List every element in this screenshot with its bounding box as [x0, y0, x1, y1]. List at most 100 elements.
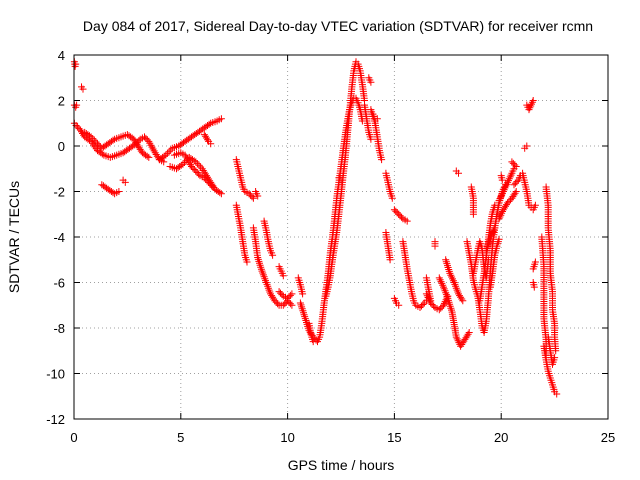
data-point [272, 298, 280, 306]
data-point [502, 182, 510, 190]
data-point [446, 269, 454, 277]
data-point [143, 152, 151, 160]
data-point [506, 173, 514, 181]
data-point [511, 161, 519, 169]
data-point [189, 164, 197, 172]
data-point [217, 190, 225, 198]
data-point [279, 272, 287, 280]
y-axis-label: SDTVAR / TECUs [6, 181, 22, 293]
data-point [248, 193, 256, 201]
data-point [453, 335, 461, 343]
data-point [179, 160, 187, 168]
data-point [438, 279, 446, 287]
data-point [529, 97, 537, 104]
data-point [513, 178, 521, 186]
data-point [499, 188, 507, 195]
data-point [503, 180, 511, 188]
data-point [512, 163, 520, 170]
x-tick-label: 20 [494, 430, 508, 445]
data-point [79, 85, 87, 93]
data-point [204, 136, 211, 144]
data-point [279, 301, 287, 309]
data-point [551, 354, 559, 362]
data-point [299, 290, 307, 298]
data-point [205, 120, 213, 128]
data-point [491, 224, 499, 232]
data-point [296, 299, 304, 307]
y-tick-label: 4 [58, 48, 65, 63]
data-point [505, 197, 513, 205]
data-point [553, 390, 561, 398]
data-points [70, 58, 561, 398]
data-point [498, 209, 506, 217]
data-point [487, 231, 495, 239]
data-point [528, 100, 535, 108]
data-point [530, 283, 538, 291]
data-point [496, 213, 504, 221]
data-point [195, 170, 203, 178]
data-point [458, 295, 466, 303]
data-point [87, 133, 95, 141]
data-point [523, 142, 531, 150]
data-point [507, 171, 515, 179]
y-tick-label: -4 [53, 230, 65, 245]
data-point [528, 98, 536, 106]
data-point [428, 301, 436, 308]
data-point [465, 329, 473, 336]
data-point [499, 189, 506, 197]
data-point [495, 215, 503, 223]
data-point [95, 141, 103, 149]
data-point [452, 333, 460, 341]
data-point [440, 283, 447, 291]
data-point [193, 160, 201, 168]
y-tick-label: 0 [58, 139, 65, 154]
data-point [254, 192, 262, 200]
data-point [274, 300, 282, 308]
data-point [145, 153, 153, 161]
y-tick-label: -8 [53, 321, 65, 336]
data-point [531, 201, 539, 209]
data-point [192, 158, 200, 166]
data-point [416, 304, 424, 311]
x-tick-label: 0 [70, 430, 77, 445]
data-point [393, 209, 401, 217]
data-point [367, 135, 375, 143]
data-point [436, 276, 444, 284]
data-point [437, 278, 445, 286]
data-point [424, 294, 432, 301]
data-point [403, 217, 411, 225]
data-point [89, 135, 97, 143]
data-point [511, 179, 519, 187]
data-point [505, 177, 512, 185]
data-point [162, 151, 170, 159]
x-tick-label: 10 [280, 430, 294, 445]
x-tick-label: 15 [387, 430, 401, 445]
data-point [203, 177, 211, 185]
data-point [511, 189, 519, 197]
data-point [90, 136, 98, 144]
data-point [207, 181, 215, 189]
data-point [498, 191, 506, 199]
data-point [398, 213, 405, 221]
data-point [121, 178, 129, 186]
data-point [449, 275, 456, 283]
data-point [288, 301, 296, 309]
data-point [202, 175, 210, 183]
data-point [367, 78, 375, 86]
data-point [455, 169, 462, 177]
data-point [509, 159, 517, 167]
data-point [388, 194, 396, 202]
data-point [504, 178, 512, 186]
data-point [142, 134, 150, 142]
data-point [489, 228, 497, 235]
y-tick-label: -10 [46, 367, 65, 382]
data-point [419, 301, 427, 308]
data-point [278, 291, 286, 299]
data-point [526, 104, 534, 112]
data-point [525, 106, 533, 114]
data-point [459, 297, 467, 305]
data-point [495, 235, 503, 243]
data-point [440, 299, 448, 307]
data-point [288, 290, 296, 298]
